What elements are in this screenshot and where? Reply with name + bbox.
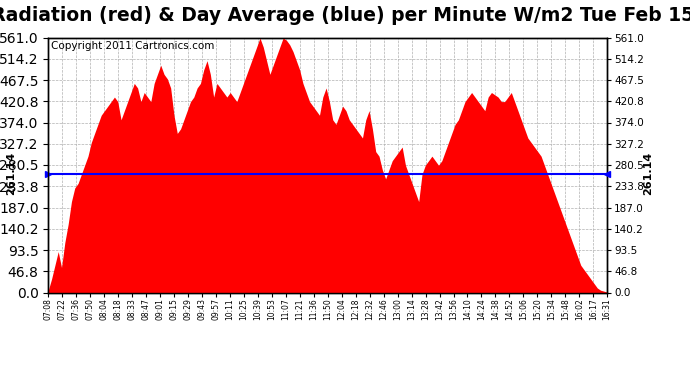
- Text: 261.14: 261.14: [644, 152, 653, 195]
- Text: Solar Radiation (red) & Day Average (blue) per Minute W/m2 Tue Feb 15 16:47: Solar Radiation (red) & Day Average (blu…: [0, 6, 690, 25]
- Text: 261.14: 261.14: [6, 152, 16, 195]
- Text: Copyright 2011 Cartronics.com: Copyright 2011 Cartronics.com: [51, 41, 215, 51]
